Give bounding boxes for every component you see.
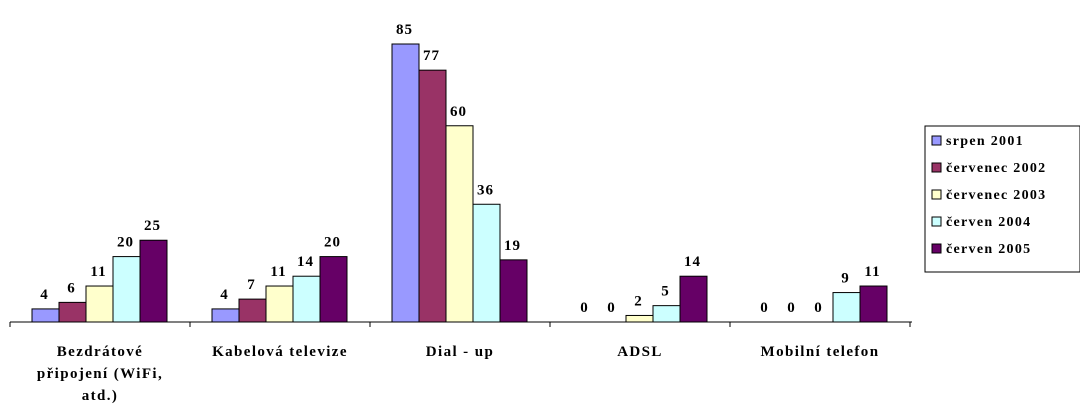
data-label: 60 xyxy=(450,104,467,120)
bar xyxy=(31,308,60,323)
legend-label: červenec 2003 xyxy=(946,188,1046,203)
bar xyxy=(832,292,861,323)
legend-swatch xyxy=(931,189,942,200)
bar xyxy=(139,239,168,323)
category-label: atd.) xyxy=(82,388,119,404)
bars-group xyxy=(31,43,888,323)
data-label: 19 xyxy=(504,238,521,254)
data-label: 77 xyxy=(423,48,440,64)
data-label: 11 xyxy=(90,264,106,280)
category-label: Kabelová televize xyxy=(212,344,348,360)
bar xyxy=(625,314,654,323)
bar xyxy=(499,259,528,323)
data-label: 14 xyxy=(297,254,314,270)
category-label: Bezdrátové xyxy=(57,344,143,360)
bar xyxy=(112,256,141,323)
bar xyxy=(58,301,87,323)
data-label: 5 xyxy=(661,284,670,300)
category-label: připojení (WiFi, xyxy=(37,366,163,382)
bar xyxy=(211,308,240,323)
legend-swatch xyxy=(931,135,942,146)
data-label: 0 xyxy=(760,300,769,316)
data-label: 20 xyxy=(117,235,134,251)
data-label: 36 xyxy=(477,182,494,198)
legend-label: červen 2005 xyxy=(946,242,1031,257)
bar xyxy=(859,285,888,323)
legend-swatch xyxy=(931,243,942,254)
data-label: 4 xyxy=(220,287,229,303)
legend-label: srpen 2001 xyxy=(946,134,1024,149)
bar xyxy=(265,285,294,323)
data-label: 11 xyxy=(270,264,286,280)
bar xyxy=(85,285,114,323)
category-label: ADSL xyxy=(617,344,663,360)
legend-swatch xyxy=(931,162,942,173)
data-label: 14 xyxy=(684,254,701,270)
data-label: 2 xyxy=(634,293,643,309)
data-label: 7 xyxy=(247,277,256,293)
data-label: 0 xyxy=(787,300,796,316)
data-label: 0 xyxy=(580,300,589,316)
data-label: 20 xyxy=(324,235,341,251)
bar xyxy=(292,275,321,323)
data-label: 0 xyxy=(814,300,823,316)
data-label: 4 xyxy=(40,287,49,303)
bar xyxy=(319,256,348,323)
data-label: 0 xyxy=(607,300,616,316)
bar xyxy=(679,275,708,323)
bar xyxy=(652,305,681,323)
legend-label: červen 2004 xyxy=(946,215,1031,230)
legend: srpen 2001 červenec 2002 červenec 2003 červ… xyxy=(924,125,1080,273)
bar xyxy=(238,298,267,323)
bar xyxy=(418,69,447,323)
data-label: 9 xyxy=(841,271,850,287)
bar xyxy=(472,203,501,323)
data-label: 11 xyxy=(864,264,880,280)
legend-label: červenec 2002 xyxy=(946,161,1046,176)
bar xyxy=(391,43,420,323)
category-labels-group: Bezdrátové připojení (WiFi, atd.) Kabelová … xyxy=(37,344,880,404)
category-label: Dial - up xyxy=(426,344,494,360)
legend-swatch xyxy=(931,216,942,227)
data-label: 85 xyxy=(396,22,413,38)
bar xyxy=(445,125,474,323)
data-label: 6 xyxy=(67,280,76,296)
legend-frame xyxy=(924,125,1080,273)
data-label: 25 xyxy=(144,218,161,234)
x-axis-ticks xyxy=(9,322,911,327)
category-label: Mobilní telefon xyxy=(761,344,880,360)
